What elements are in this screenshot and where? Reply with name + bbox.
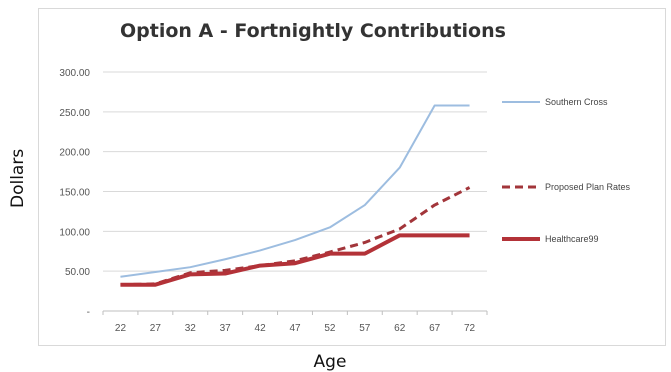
x-tick-label: 62 xyxy=(394,323,406,334)
x-tick-label: 67 xyxy=(429,323,441,334)
x-tick-labels: 22 27 32 37 42 47 52 57 62 67 72 xyxy=(115,323,476,334)
x-tick-label: 57 xyxy=(359,323,371,334)
y-tick-label: - xyxy=(87,307,90,318)
y-tick-label: 300.00 xyxy=(59,68,90,79)
legend-label-healthcare99: Healthcare99 xyxy=(545,234,599,244)
x-tick-label: 47 xyxy=(289,323,301,334)
legend-label-southern-cross: Southern Cross xyxy=(545,97,608,107)
x-tick-label: 42 xyxy=(255,323,267,334)
x-axis-label: Age xyxy=(313,352,347,372)
x-tick-label: 32 xyxy=(185,323,197,334)
y-tick-label: 50.00 xyxy=(65,267,90,278)
gridlines xyxy=(103,71,487,272)
series-line-healthcare99 xyxy=(120,233,470,287)
x-tick-label: 52 xyxy=(324,323,336,334)
chart-title: Option A - Fortnightly Contributions xyxy=(120,20,506,42)
x-tick-label: 37 xyxy=(220,323,232,334)
x-tick-label: 22 xyxy=(115,323,127,334)
x-tick-label: 72 xyxy=(464,323,476,334)
legend-label-proposed-plan-rates: Proposed Plan Rates xyxy=(545,182,631,192)
legend: Southern Cross Proposed Plan Rates Healthc… xyxy=(502,97,631,244)
y-tick-label: 250.00 xyxy=(59,108,90,119)
y-tick-labels: - 50.00 100.00 150.00 200.00 250.00 300.00 xyxy=(59,68,90,318)
series-lines xyxy=(120,104,471,287)
y-tick-label: 100.00 xyxy=(59,227,90,238)
series-line-southern-cross xyxy=(120,104,470,278)
y-tick-label: 150.00 xyxy=(59,188,90,199)
chart-frame xyxy=(38,8,666,346)
x-tick-label: 27 xyxy=(150,323,162,334)
y-tick-label: 200.00 xyxy=(59,148,90,159)
axes xyxy=(102,310,488,315)
